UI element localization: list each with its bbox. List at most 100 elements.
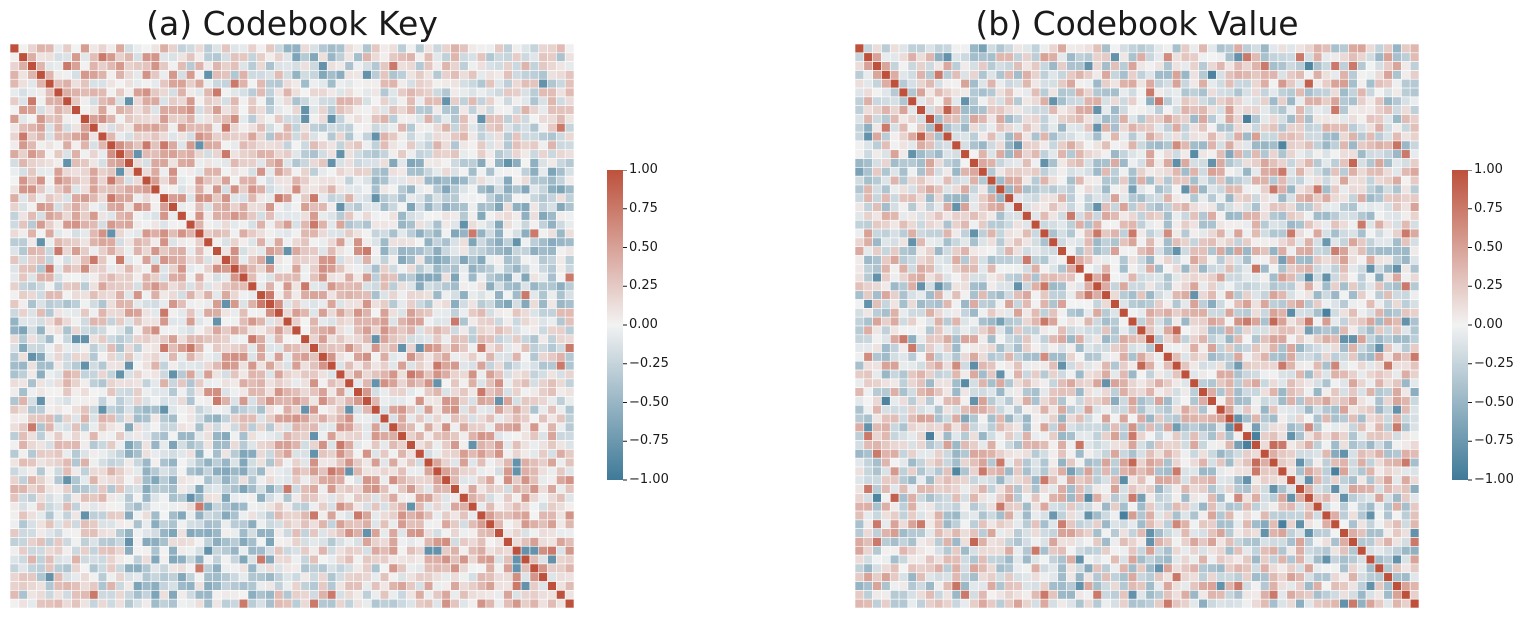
heatmap-cell bbox=[503, 352, 513, 362]
heatmap-cell bbox=[1216, 78, 1226, 89]
heatmap-cell bbox=[388, 149, 399, 159]
heatmap-cell bbox=[36, 598, 46, 608]
heatmap-cell bbox=[18, 272, 28, 283]
heatmap-cell bbox=[1048, 52, 1058, 62]
heatmap-cell bbox=[951, 87, 962, 98]
heatmap-cell bbox=[150, 228, 161, 239]
heatmap-cell bbox=[1092, 140, 1103, 151]
heatmap-cell bbox=[547, 219, 557, 230]
heatmap-cell bbox=[36, 246, 46, 256]
heatmap-cell bbox=[44, 52, 55, 62]
heatmap-cell bbox=[168, 413, 178, 424]
heatmap-cell bbox=[106, 422, 117, 433]
heatmap-cell bbox=[194, 78, 205, 89]
heatmap-cell bbox=[529, 546, 540, 556]
heatmap-cell bbox=[18, 123, 28, 133]
heatmap-cell bbox=[1030, 158, 1041, 168]
heatmap-cell bbox=[150, 114, 161, 124]
heatmap-cell bbox=[291, 581, 302, 591]
heatmap-cell bbox=[459, 78, 469, 89]
heatmap-cell bbox=[529, 563, 540, 574]
heatmap-cell bbox=[362, 158, 372, 168]
heatmap-cell bbox=[10, 158, 20, 168]
heatmap-cell bbox=[916, 105, 926, 115]
heatmap-cell bbox=[150, 96, 161, 106]
heatmap-cell bbox=[371, 96, 381, 106]
heatmap-cell bbox=[1304, 87, 1314, 98]
heatmap-cell bbox=[353, 290, 363, 300]
heatmap-cell bbox=[10, 96, 20, 106]
heatmap-cell bbox=[1154, 87, 1164, 98]
heatmap-cell bbox=[1048, 114, 1058, 124]
heatmap-cell bbox=[1224, 52, 1235, 62]
heatmap-cell bbox=[71, 140, 81, 151]
heatmap-cell bbox=[282, 405, 293, 415]
heatmap-cell bbox=[379, 590, 390, 600]
heatmap-cell bbox=[265, 44, 275, 54]
heatmap-cell bbox=[71, 308, 81, 318]
heatmap-cell bbox=[415, 61, 425, 71]
heatmap-cell bbox=[194, 334, 205, 344]
heatmap-cell bbox=[159, 413, 169, 424]
heatmap-cell bbox=[406, 281, 416, 292]
heatmap-cell bbox=[300, 493, 310, 503]
heatmap-cell bbox=[247, 219, 258, 230]
heatmap-cell bbox=[503, 431, 513, 441]
heatmap-cell bbox=[1339, 70, 1349, 80]
heatmap-cell bbox=[512, 360, 522, 371]
heatmap-cell bbox=[1198, 131, 1208, 142]
heatmap-cell bbox=[1348, 52, 1358, 62]
heatmap-cell bbox=[274, 140, 284, 151]
heatmap-cell bbox=[89, 457, 99, 468]
heatmap-cell bbox=[53, 387, 64, 397]
heatmap-cell bbox=[371, 352, 381, 362]
heatmap-cell bbox=[476, 272, 487, 283]
heatmap-cell bbox=[212, 598, 222, 608]
heatmap-cell bbox=[282, 519, 293, 529]
heatmap-cell bbox=[476, 316, 487, 327]
heatmap-cell bbox=[538, 449, 548, 459]
heatmap-cell bbox=[247, 140, 258, 151]
heatmap-cell bbox=[485, 316, 495, 327]
heatmap-cell bbox=[1101, 149, 1111, 159]
heatmap-cell bbox=[1216, 131, 1226, 142]
heatmap-cell bbox=[318, 475, 328, 485]
heatmap-cell bbox=[185, 405, 196, 415]
heatmap-cell bbox=[44, 581, 55, 591]
heatmap-cell bbox=[423, 405, 434, 415]
heatmap-cell bbox=[362, 360, 372, 371]
heatmap-cell bbox=[265, 537, 275, 547]
heatmap-cell bbox=[855, 158, 865, 168]
heatmap-cell bbox=[168, 405, 178, 415]
heatmap-cell bbox=[44, 158, 55, 168]
heatmap-cell bbox=[291, 475, 302, 485]
heatmap-cell bbox=[353, 457, 363, 468]
heatmap-cell bbox=[889, 87, 900, 98]
heatmap-cell bbox=[150, 387, 161, 397]
heatmap-cell bbox=[282, 440, 293, 450]
heatmap-cell bbox=[450, 405, 460, 415]
heatmap-cell bbox=[194, 466, 205, 477]
heatmap-cell bbox=[335, 202, 346, 212]
heatmap-cell bbox=[238, 44, 249, 54]
heatmap-cell bbox=[1154, 114, 1164, 124]
heatmap-cell bbox=[547, 114, 557, 124]
heatmap-cell bbox=[53, 484, 64, 494]
heatmap-cell bbox=[415, 149, 425, 159]
heatmap-cell bbox=[168, 457, 178, 468]
heatmap-cell bbox=[503, 554, 513, 565]
heatmap-cell bbox=[238, 131, 249, 142]
heatmap-cell bbox=[168, 193, 178, 203]
heatmap-cell bbox=[379, 175, 390, 186]
heatmap-cell bbox=[1092, 105, 1103, 115]
heatmap-cell bbox=[256, 255, 266, 265]
heatmap-cell bbox=[256, 598, 266, 608]
heatmap-cell bbox=[18, 378, 28, 388]
heatmap-cell bbox=[379, 510, 390, 521]
heatmap-cell bbox=[326, 149, 337, 159]
heatmap-cell bbox=[1048, 158, 1058, 168]
heatmap-cell bbox=[1348, 70, 1358, 80]
heatmap-cell bbox=[1216, 140, 1226, 151]
heatmap-cell bbox=[415, 70, 425, 80]
heatmap-cell bbox=[168, 493, 178, 503]
